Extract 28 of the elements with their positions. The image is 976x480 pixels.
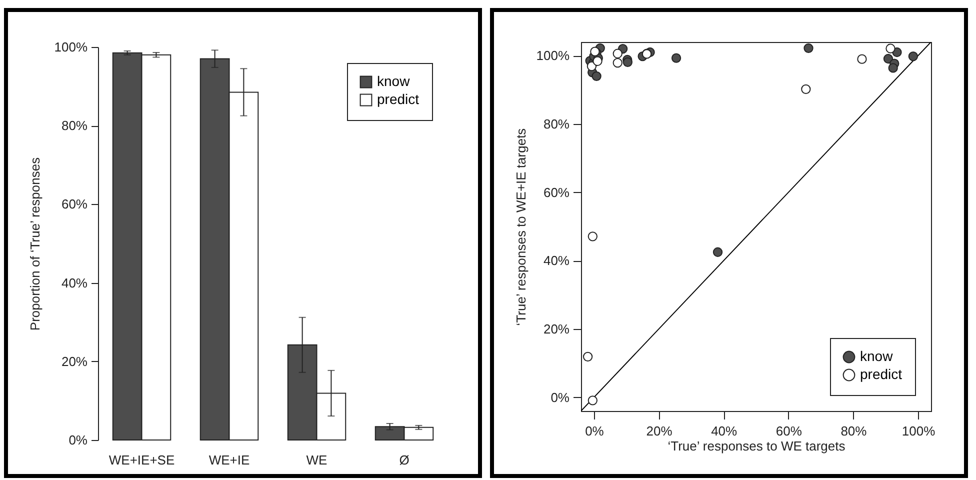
x-tick-label: 0%	[585, 424, 604, 438]
x-tick-label: Ø	[399, 452, 410, 468]
x-tick-label: 100%	[902, 424, 936, 438]
y-tick-label: 100%	[536, 48, 570, 64]
y-tick-label: 80%	[61, 118, 88, 134]
x-axis-title: ‘True’ responses to WE targets	[668, 438, 846, 454]
y-tick-label: 40%	[61, 275, 88, 290]
legend-label: predict	[860, 366, 902, 382]
y-axis-title: Proportion of ‘True’ responses	[27, 156, 42, 331]
x-tick-label: WE+IE+SE	[108, 452, 175, 468]
x-tick-label: WE+IE	[208, 452, 250, 468]
y-tick-label: 60%	[61, 196, 88, 212]
x-tick-label: 60%	[776, 424, 802, 438]
y-tick-label: 40%	[543, 253, 570, 268]
x-tick-label: 20%	[646, 424, 673, 438]
y-tick-label: 20%	[543, 322, 570, 336]
legend-label: know	[377, 73, 411, 89]
x-tick-label: WE	[306, 452, 328, 468]
y-tick-label: 100%	[54, 40, 88, 54]
x-tick-label: 40%	[711, 424, 738, 438]
y-axis-title: ‘True’ responses to WE+IE targets	[513, 128, 528, 326]
y-tick-label: 80%	[543, 116, 570, 132]
x-tick-label: 80%	[840, 424, 868, 438]
y-tick-label: 0%	[550, 390, 570, 405]
y-tick-label: 20%	[61, 354, 88, 369]
legend-label: know	[860, 348, 894, 364]
legend-label: predict	[377, 91, 420, 107]
y-tick-label: 60%	[543, 184, 570, 200]
